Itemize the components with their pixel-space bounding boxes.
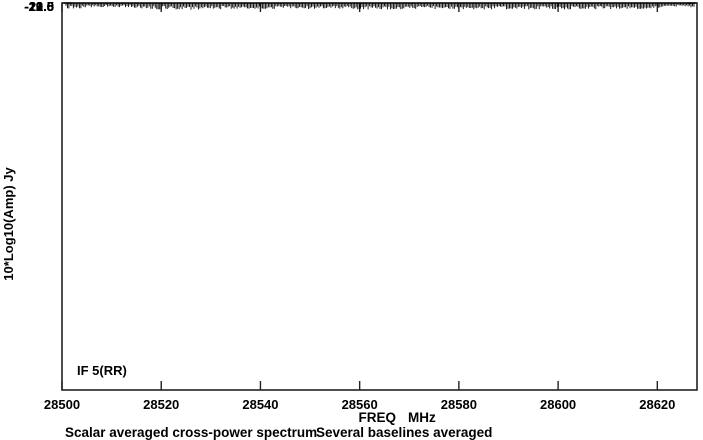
if-label: IF 5(RR) [77,363,127,378]
y-tick-label: -20.5 [24,0,54,14]
caption-right: Several baselines averaged [316,425,492,440]
y-tick-label: -20.0 [24,0,54,14]
x-tick-label: 28560 [342,397,378,412]
y-tick-label: -22.5 [24,0,54,14]
x-tick-label: 28520 [143,397,179,412]
x-tick-label: 28600 [540,397,576,412]
y-tick-label: -21.5 [24,0,54,14]
y-tick-label: -19.5 [24,0,54,14]
x-tick-label: 28620 [639,397,675,412]
x-tick-label: 28580 [441,397,477,412]
y-tick-label: -21.0 [24,0,54,14]
y-tick-label: -19.0 [24,0,54,14]
caption-left: Scalar averaged cross-power spectrum [65,425,317,440]
x-axis-title-unit: MHz [408,410,436,425]
data-point-markers [64,2,696,10]
plot-frame [61,2,698,391]
y-axis-title: 10*Log10(Amp) Jy [1,167,16,281]
axis-ticks [61,2,697,390]
x-tick-label: 28540 [242,397,278,412]
axis-tick-labels: 28500 28520 28540 28560 28580 28600 28620 -19.0… [24,0,675,412]
x-tick-label: 28500 [44,397,80,412]
x-axis-title-freq: FREQ [358,410,396,425]
y-tick-label: -22.0 [24,0,54,14]
